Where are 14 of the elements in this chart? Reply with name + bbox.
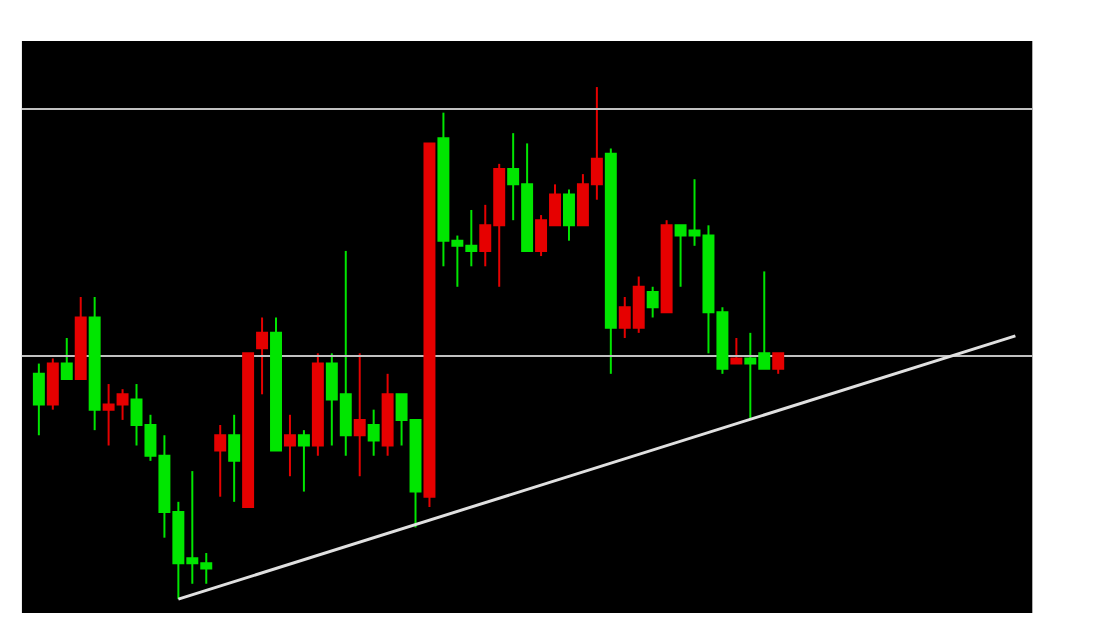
candlestick bbox=[367, 408, 380, 457]
candlestick bbox=[353, 352, 366, 478]
candlestick bbox=[214, 424, 227, 498]
candlestick bbox=[646, 285, 659, 319]
candlestick bbox=[228, 413, 241, 503]
candlestick bbox=[562, 188, 575, 242]
candlestick bbox=[283, 413, 296, 478]
candlestick bbox=[730, 336, 743, 365]
candlestick bbox=[60, 336, 73, 380]
candlestick bbox=[46, 357, 59, 411]
candlestick bbox=[772, 352, 785, 375]
candlestick bbox=[297, 429, 310, 493]
candlestick bbox=[32, 362, 45, 437]
candlestick bbox=[256, 316, 269, 396]
